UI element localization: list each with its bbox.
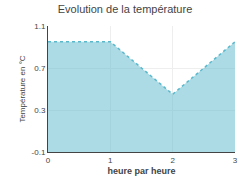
svg-text:0.3: 0.3 <box>34 106 46 115</box>
svg-text:3: 3 <box>233 156 238 165</box>
svg-text:1.1: 1.1 <box>34 22 46 31</box>
svg-text:1: 1 <box>108 156 113 165</box>
svg-text:0: 0 <box>46 156 51 165</box>
svg-text:2: 2 <box>170 156 175 165</box>
svg-text:Température en °C: Température en °C <box>18 55 27 122</box>
svg-text:Evolution de la température: Evolution de la température <box>58 3 193 15</box>
svg-text:0.7: 0.7 <box>34 64 46 73</box>
svg-text:heure par heure: heure par heure <box>107 166 175 176</box>
svg-text:-0.1: -0.1 <box>32 148 46 157</box>
